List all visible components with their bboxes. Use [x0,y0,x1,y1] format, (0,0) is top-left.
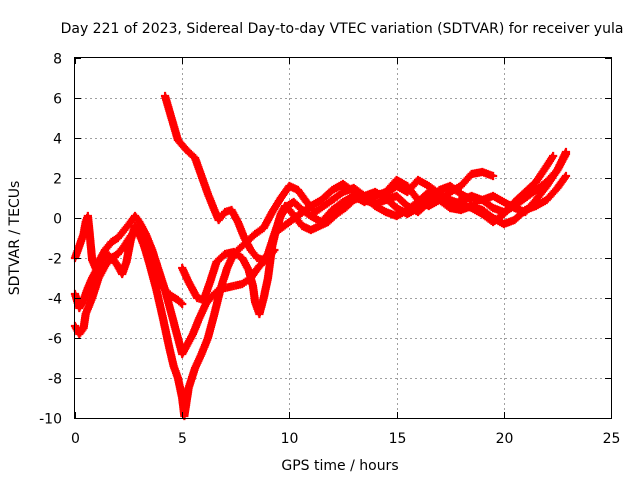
data-point-trail [195,294,206,304]
data-point-trail [115,243,128,257]
data-point-trail [543,185,561,203]
data-point-trail [109,250,121,262]
data-point-trail [175,137,190,153]
data-point-trail [215,209,228,223]
data-series [70,91,571,421]
data-point-trail [115,227,128,241]
data-point-trail [393,193,411,209]
data-point [561,147,571,157]
data-point-trail [223,282,236,292]
data-point-trail [148,247,163,273]
data-point-trail [533,183,550,203]
data-point [178,299,187,309]
data-point-trail [318,187,335,203]
data-point-trail [109,234,121,246]
data-point-trail [121,219,134,233]
data-point-trail [213,251,228,265]
data-point-trail [231,280,245,290]
y-tick-label: -4 [48,292,62,308]
data-point-trail [183,147,198,161]
data-point-trail [334,205,348,217]
data-point-trail [206,259,220,285]
data-point-trail [88,275,103,301]
data-point-trail [291,199,305,213]
data-point-trail [255,254,266,264]
data-point-trail [169,292,181,304]
y-tick-label: -10 [39,412,62,428]
x-tick-label: 15 [389,431,407,447]
data-point-trail [282,203,293,213]
x-tick-label: 0 [71,431,80,447]
data-point-trail [312,203,327,215]
data-point-trail [458,171,475,189]
y-tick-label: 0 [53,212,62,228]
data-point-trail [203,293,215,307]
data-point-trail [102,239,115,253]
data-point-trail [554,149,570,173]
x-tick-label: 5 [178,431,187,447]
y-tick-label: 8 [53,52,62,68]
data-point-trail [85,223,97,263]
axis-ticks: 0 5 10 15 20 25 -10 -8 -6 -4 -2 0 2 4 6 8 [39,52,620,448]
data-point-trail [167,115,182,143]
y-tick-label: -6 [48,332,62,348]
data-point-trail [248,247,261,261]
y-axis-label: SDTVAR / TECUs [7,181,23,296]
data-point [549,151,558,161]
data-point-trail [102,255,115,269]
data-point-trail [185,365,199,391]
data-point-trail [231,245,243,257]
data-point-trail [543,167,561,189]
series-track-7 [381,151,558,227]
data-point-trail [501,199,518,217]
grid [75,58,611,418]
data-point-trail [76,325,87,337]
data-point-trail [522,197,539,215]
y-tick-label: -8 [48,372,62,388]
data-point-trail [223,248,236,258]
data-point-trail [342,197,357,211]
x-tick-label: 10 [281,431,299,447]
data-point-trail [155,267,169,293]
data-point-trail [415,199,432,215]
data-point-trail [511,189,528,205]
x-axis-label: GPS time / hours [281,458,398,474]
data-point-trail [543,153,557,169]
y-tick-label: 6 [53,92,62,108]
data-point-trail [110,257,121,269]
x-tick-label: 20 [496,431,514,447]
data-point-trail [252,225,267,237]
data-point-trail [223,206,234,216]
chart-title: Day 221 of 2023, Sidereal Day-to-day VTE… [61,21,624,37]
data-point-trail [132,213,143,225]
y-tick-label: -2 [48,252,62,268]
data-point [561,171,571,181]
x-tick-label: 25 [603,431,621,447]
y-tick-label: 4 [53,132,62,148]
data-point-trail [436,195,453,211]
data-point [488,171,498,181]
series-track-4 [178,149,571,319]
data-point-trail [522,179,539,195]
data-point-trail [243,231,258,245]
data-point-trail [217,265,231,291]
data-point-trail [321,197,335,209]
y-tick-label: 2 [53,172,62,188]
data-point-trail [237,239,249,251]
data-point-trail [175,297,185,307]
plot-frame [74,57,612,419]
data-point-trail [127,213,139,225]
data-point-trail [325,211,340,225]
